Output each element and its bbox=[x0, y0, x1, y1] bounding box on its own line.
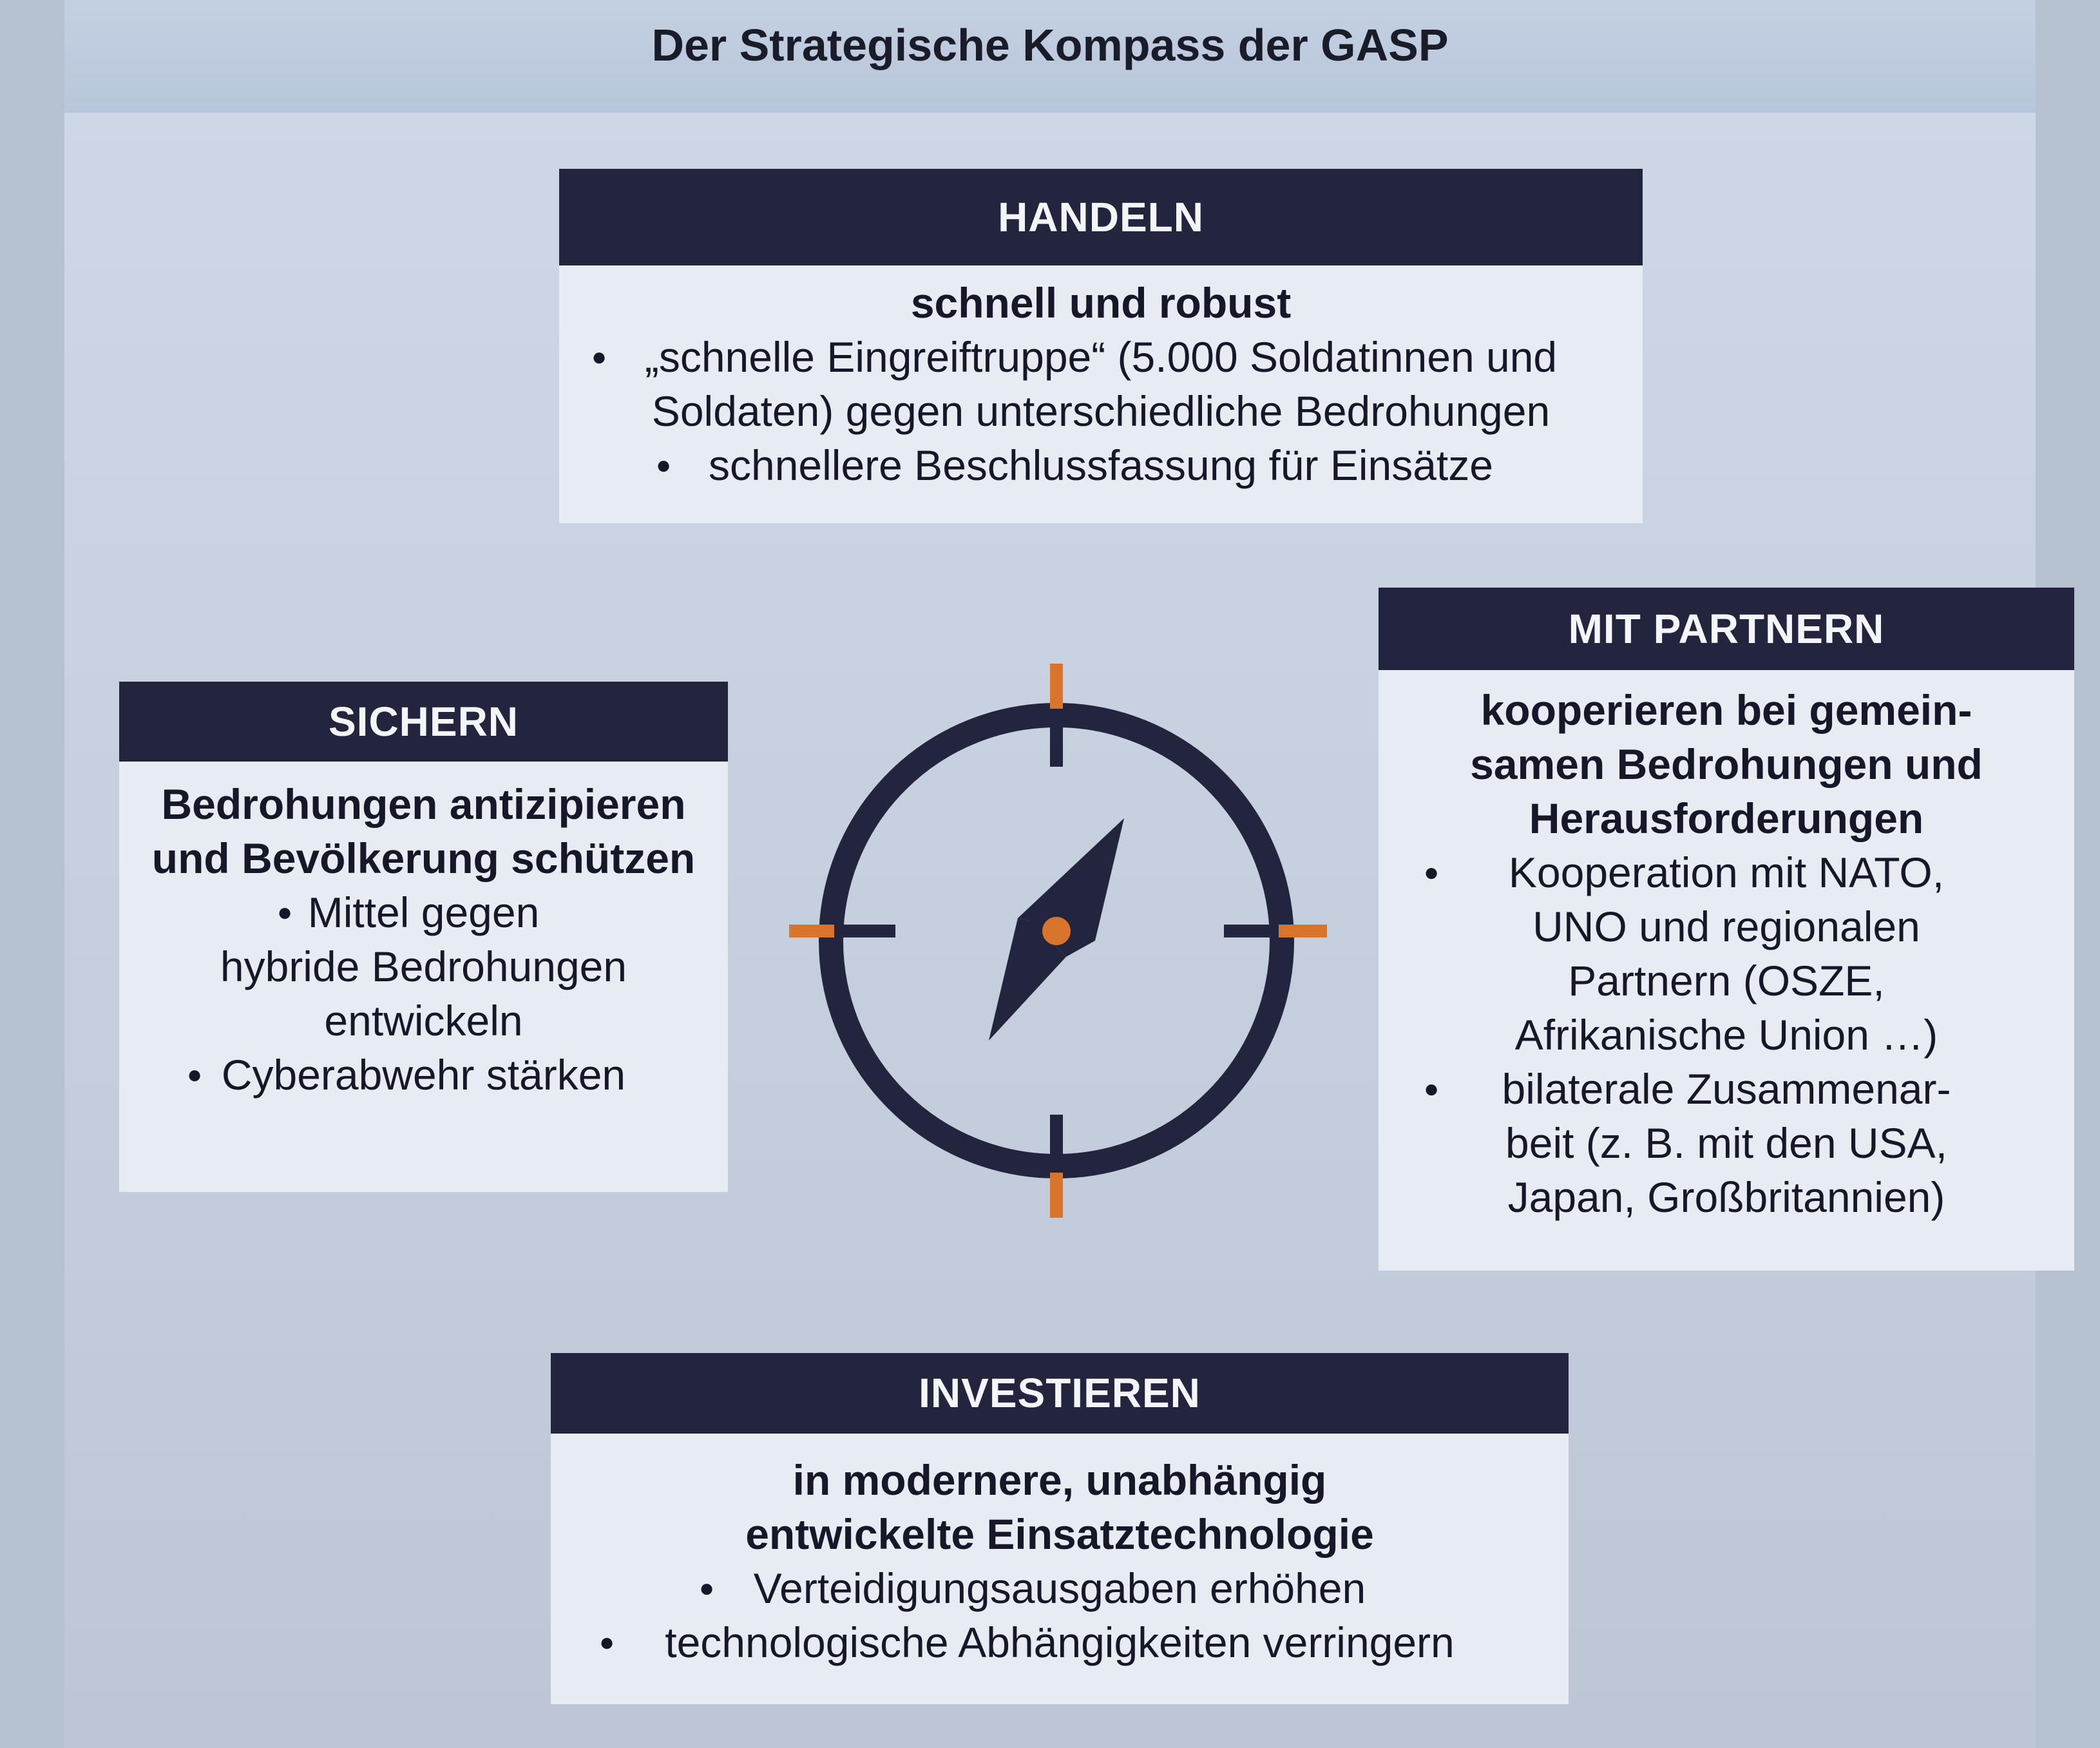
compass-needle-south bbox=[989, 921, 1066, 1041]
handeln-body: schnell und robust ● „schnelle Eingreift… bbox=[559, 265, 1643, 492]
sichern-item-1-cont-b: entwickeln bbox=[324, 997, 523, 1044]
partnern-item-2-cont-b: Japan, Großbritannien) bbox=[1507, 1173, 1945, 1221]
sichern-body: Bedrohungen antizipieren und Bevölkerung… bbox=[119, 762, 728, 1102]
title-band bbox=[64, 0, 2036, 113]
handeln-item-1-cont: Soldaten) gegen unterschiedliche Bedrohu… bbox=[651, 387, 1551, 435]
handeln-item-2: ● schnellere Beschlussfassung für Einsät… bbox=[559, 438, 1643, 492]
sichern-item-1-cont-a: hybride Bedrohungen bbox=[220, 943, 627, 990]
partnern-item-1: ● Kooperation mit NATO, bbox=[1379, 845, 2074, 899]
investieren-subtitle-line-2: entwickelte Einsatztechnologie bbox=[745, 1510, 1374, 1558]
compass-needle-north bbox=[1018, 818, 1124, 928]
partnern-subtitle-line-2: samen Bedrohungen und bbox=[1470, 740, 1983, 788]
partnern-subtitle-line-3: Herausforderungen bbox=[1529, 794, 1924, 842]
compass-icon bbox=[789, 664, 1327, 1218]
partnern-item-1-cont-c: Afrikanische Union …) bbox=[1514, 1011, 1938, 1059]
handeln-heading: HANDELN bbox=[559, 169, 1643, 265]
box-sichern: SICHERN Bedrohungen antizipieren und Bev… bbox=[119, 682, 728, 1192]
compass-center-dot bbox=[1042, 917, 1071, 945]
box-investieren: INVESTIEREN in modernere, unabhängig ent… bbox=[551, 1353, 1569, 1704]
handeln-item-1: ● „schnelle Eingreiftruppe“ (5.000 Solda… bbox=[559, 330, 1643, 384]
bullet-icon: ● bbox=[1424, 858, 1440, 887]
investieren-item-2: ● technologische Abhängigkeiten verringe… bbox=[551, 1615, 1569, 1669]
bullet-icon: ● bbox=[591, 343, 607, 371]
partnern-body: kooperieren bei gemein- samen Bedrohunge… bbox=[1379, 670, 2074, 1224]
investieren-heading: INVESTIEREN bbox=[551, 1353, 1569, 1434]
partnern-item-2: ● bilaterale Zusammenar- bbox=[1379, 1062, 2074, 1116]
investieren-body: in modernere, unabhängig entwickelte Ein… bbox=[551, 1434, 1569, 1669]
sichern-item-1: ● Mittel gegen bbox=[119, 885, 728, 939]
page-title: Der Strategische Kompass der GASP bbox=[651, 20, 1449, 70]
bullet-icon: ● bbox=[1424, 1075, 1440, 1103]
sichern-heading: SICHERN bbox=[119, 682, 728, 762]
investieren-item-1: ● Verteidigungsausgaben erhöhen bbox=[551, 1561, 1569, 1615]
bullet-icon: ● bbox=[187, 1061, 203, 1089]
partnern-item-1-cont-a: UNO und regionalen bbox=[1532, 903, 1920, 950]
compass-needle-west bbox=[989, 918, 1056, 1041]
investieren-subtitle-line-1: in modernere, unabhängig bbox=[792, 1456, 1327, 1504]
bullet-icon: ● bbox=[599, 1628, 615, 1657]
sichern-item-2: ● Cyberabwehr stärken bbox=[119, 1048, 728, 1102]
bullet-icon: ● bbox=[656, 451, 672, 479]
partnern-heading: MIT PARTNERN bbox=[1379, 588, 2074, 670]
box-mit-partnern: MIT PARTNERN kooperieren bei gemein- sam… bbox=[1379, 588, 2074, 1271]
bullet-icon: ● bbox=[699, 1574, 715, 1602]
sichern-subtitle-line-2: und Bevölkerung schützen bbox=[151, 834, 696, 882]
partnern-item-2-cont-a: beit (z. B. mit den USA, bbox=[1505, 1119, 1947, 1167]
box-handeln: HANDELN schnell und robust ● „schnelle E… bbox=[559, 169, 1643, 523]
bullet-icon: ● bbox=[277, 898, 293, 927]
sichern-subtitle-line-1: Bedrohungen antizipieren bbox=[161, 780, 686, 828]
partnern-subtitle-line-1: kooperieren bei gemein- bbox=[1480, 686, 1972, 734]
handeln-subtitle: schnell und robust bbox=[910, 279, 1292, 327]
partnern-item-1-cont-b: Partnern (OSZE, bbox=[1568, 957, 1885, 1004]
